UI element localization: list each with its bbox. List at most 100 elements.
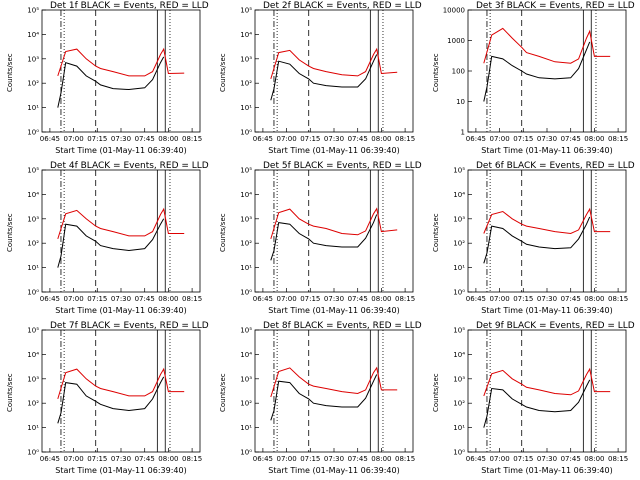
events-series-line [57, 218, 165, 268]
x-tick-label: 07:15 [87, 295, 107, 303]
x-tick-label: 07:30 [324, 135, 344, 143]
y-tick-label: 10⁰ [240, 129, 252, 137]
y-tick-label: 10⁰ [27, 449, 39, 457]
plot-frame [254, 329, 414, 453]
x-tick-label: 06:45 [466, 135, 486, 143]
x-tick-label: 08:00 [158, 135, 178, 143]
x-tick-label: 07:30 [537, 135, 557, 143]
panel-plot: 10⁰ 10¹ 10² 10³ 10⁴ 10⁵ 06:45 07:00 07:15 07:30 07… [240, 167, 415, 304]
panel-title: Det 4f BLACK = Events, RED = LLD [50, 161, 209, 171]
lld-series-line [483, 367, 611, 397]
events-series-line [270, 54, 378, 101]
y-tick-label: 10 [456, 98, 465, 106]
y-tick-label: 10³ [240, 375, 252, 383]
x-tick-label: 08:15 [395, 455, 415, 463]
x-tick-label: 07:45 [561, 135, 581, 143]
plot-frame [467, 9, 627, 133]
x-tick-label: 07:15 [300, 135, 320, 143]
y-tick-label: 10¹ [27, 424, 39, 432]
x-axis-label: Start Time (01-May-11 06:39:40) [268, 146, 400, 155]
x-axis-label: Start Time (01-May-11 06:39:40) [268, 306, 400, 315]
x-tick-label: 07:30 [324, 455, 344, 463]
x-tick-label: 06:45 [40, 455, 60, 463]
y-tick-label: 10⁴ [27, 351, 39, 359]
x-tick-label: 07:15 [87, 135, 107, 143]
panel-plot: 10⁰ 10¹ 10² 10³ 10⁴ 10⁵ 06:45 07:00 07:15 07:30 07… [27, 167, 202, 304]
detector-panel: Det 5f BLACK = Events, RED = LLD Counts/s… [213, 160, 426, 320]
x-tick-label: 07:30 [537, 455, 557, 463]
y-tick-label: 10³ [27, 375, 39, 383]
plot-frame [41, 9, 201, 133]
lld-series-line [483, 207, 611, 235]
panel-title: Det 6f BLACK = Events, RED = LLD [476, 161, 635, 171]
detector-panel: Det 1f BLACK = Events, RED = LLD Counts/s… [0, 0, 213, 160]
y-tick-label: 10² [240, 400, 252, 408]
x-tick-label: 06:45 [253, 295, 273, 303]
x-tick-label: 07:15 [513, 295, 533, 303]
x-tick-label: 08:00 [584, 135, 604, 143]
lld-series-line [270, 207, 398, 240]
y-tick-label: 10⁴ [240, 351, 252, 359]
x-tick-label: 07:30 [111, 455, 131, 463]
y-tick-label: 10¹ [27, 104, 39, 112]
x-tick-label: 08:15 [182, 455, 202, 463]
x-tick-label: 07:00 [277, 455, 297, 463]
x-tick-label: 08:00 [371, 135, 391, 143]
events-series-line [270, 214, 378, 261]
y-tick-label: 10⁰ [453, 289, 465, 297]
panel-title: Det 9f BLACK = Events, RED = LLD [476, 321, 635, 331]
plot-frame [41, 169, 201, 293]
x-tick-label: 07:30 [324, 295, 344, 303]
y-tick-label: 10⁴ [27, 191, 39, 199]
x-tick-label: 08:00 [584, 295, 604, 303]
detector-panel: Det 9f BLACK = Events, RED = LLD Counts/s… [426, 320, 639, 480]
x-axis-label: Start Time (01-May-11 06:39:40) [481, 146, 613, 155]
x-tick-label: 07:00 [64, 135, 84, 143]
y-tick-label: 10⁵ [453, 327, 465, 335]
x-tick-label: 07:00 [277, 135, 297, 143]
panel-title: Det 2f BLACK = Events, RED = LLD [263, 1, 422, 11]
panel-plot: 10⁰ 10¹ 10² 10³ 10⁴ 10⁵ 06:45 07:00 07:15 07:30 07… [453, 327, 628, 464]
y-tick-label: 10⁵ [27, 167, 39, 175]
y-tick-label: 10⁰ [453, 449, 465, 457]
y-tick-label: 10⁰ [27, 289, 39, 297]
panel-plot: 10⁰ 10¹ 10² 10³ 10⁴ 10⁵ 06:45 07:00 07:15 07:30 07… [27, 7, 202, 144]
x-tick-label: 07:45 [135, 135, 155, 143]
x-tick-label: 07:15 [513, 455, 533, 463]
y-tick-label: 10¹ [240, 104, 252, 112]
y-tick-label: 10⁴ [27, 31, 39, 39]
x-tick-label: 07:45 [561, 295, 581, 303]
x-tick-label: 06:45 [253, 455, 273, 463]
detector-panel: Det 7f BLACK = Events, RED = LLD Counts/s… [0, 320, 213, 480]
x-tick-label: 07:45 [135, 295, 155, 303]
y-tick-label: 10⁰ [27, 129, 39, 137]
y-tick-label: 10⁴ [240, 191, 252, 199]
y-tick-label: 10² [27, 80, 39, 88]
x-tick-label: 07:15 [300, 295, 320, 303]
y-tick-label: 10² [240, 240, 252, 248]
x-tick-label: 06:45 [466, 455, 486, 463]
plot-frame [467, 169, 627, 293]
x-tick-label: 08:00 [158, 455, 178, 463]
y-tick-label: 1 [461, 129, 465, 137]
lld-series-line [57, 367, 185, 400]
x-tick-label: 08:15 [608, 135, 628, 143]
y-tick-label: 10⁵ [240, 327, 252, 335]
x-tick-label: 07:30 [537, 295, 557, 303]
y-tick-label: 10² [453, 400, 465, 408]
panel-title: Det 7f BLACK = Events, RED = LLD [50, 321, 209, 331]
x-tick-label: 07:45 [348, 135, 368, 143]
detector-panel: Det 2f BLACK = Events, RED = LLD Counts/s… [213, 0, 426, 160]
detector-panel: Det 3f BLACK = Events, RED = LLD Counts/s… [426, 0, 639, 160]
x-tick-label: 08:15 [182, 295, 202, 303]
x-axis-label: Start Time (01-May-11 06:39:40) [55, 306, 187, 315]
x-tick-label: 07:45 [348, 295, 368, 303]
y-tick-label: 10³ [453, 215, 465, 223]
x-tick-label: 07:30 [111, 295, 131, 303]
x-axis-label: Start Time (01-May-11 06:39:40) [55, 146, 187, 155]
y-tick-label: 10³ [240, 55, 252, 63]
y-tick-label: 10³ [240, 215, 252, 223]
events-series-line [57, 56, 165, 108]
x-tick-label: 06:45 [466, 295, 486, 303]
